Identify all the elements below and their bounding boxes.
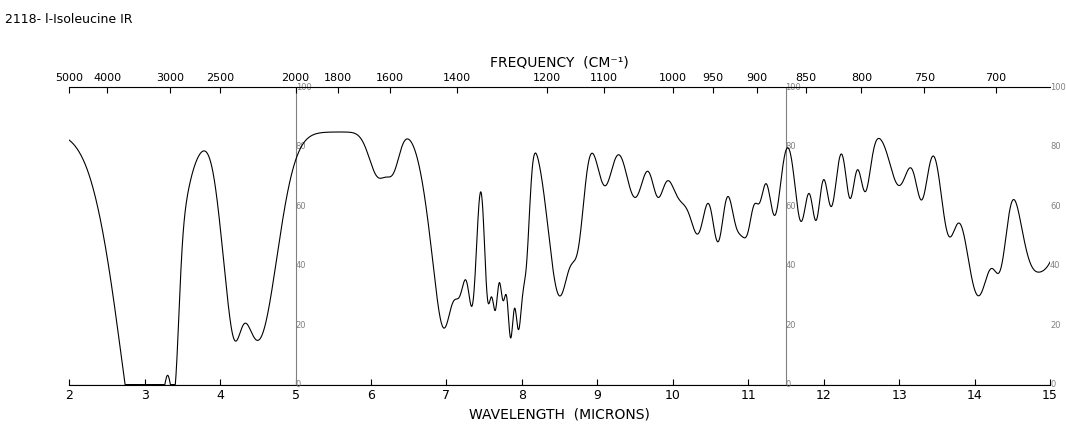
Text: 0: 0 xyxy=(1050,380,1055,389)
Text: 100: 100 xyxy=(295,83,311,92)
Text: 40: 40 xyxy=(1050,261,1061,270)
X-axis label: WAVELENGTH  (MICRONS): WAVELENGTH (MICRONS) xyxy=(469,408,650,422)
Text: 60: 60 xyxy=(786,202,796,211)
Text: 40: 40 xyxy=(786,261,796,270)
Text: 0: 0 xyxy=(295,380,301,389)
Text: 100: 100 xyxy=(1050,83,1066,92)
Text: 0: 0 xyxy=(786,380,791,389)
Text: 60: 60 xyxy=(295,202,306,211)
Text: 80: 80 xyxy=(786,142,796,151)
Text: 100: 100 xyxy=(786,83,802,92)
Text: 80: 80 xyxy=(1050,142,1061,151)
Text: 20: 20 xyxy=(295,321,306,329)
X-axis label: FREQUENCY  (CM⁻¹): FREQUENCY (CM⁻¹) xyxy=(490,56,629,70)
Text: 20: 20 xyxy=(1050,321,1061,329)
Text: 80: 80 xyxy=(295,142,306,151)
Text: 2118- l-Isoleucine IR: 2118- l-Isoleucine IR xyxy=(5,13,133,26)
Text: 60: 60 xyxy=(1050,202,1061,211)
Text: 40: 40 xyxy=(295,261,306,270)
Text: 20: 20 xyxy=(786,321,796,329)
